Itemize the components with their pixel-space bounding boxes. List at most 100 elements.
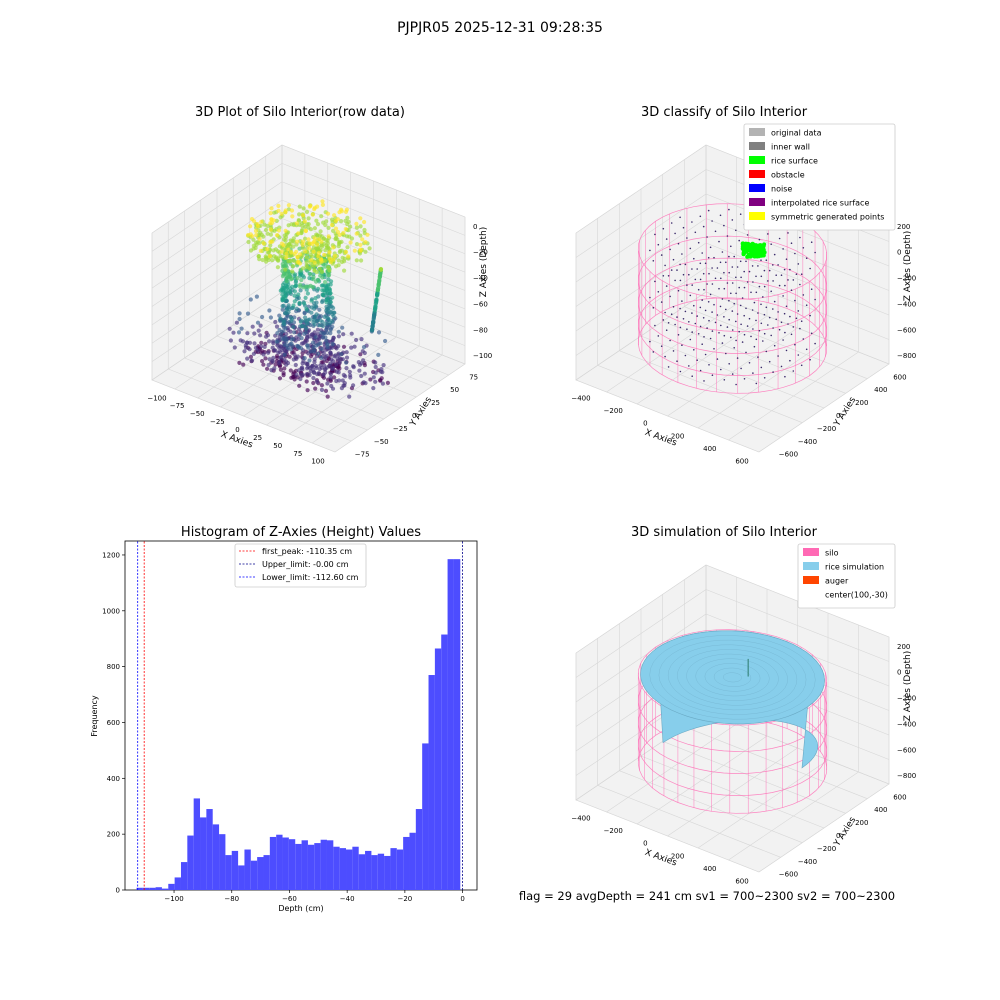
scatter-point bbox=[333, 353, 338, 358]
point-noise bbox=[723, 379, 726, 381]
point-noise bbox=[809, 358, 811, 361]
scatter-point bbox=[336, 258, 341, 263]
panel-histogram: Histogram of Z-Axies (Height) Values −10… bbox=[90, 525, 478, 913]
scatter-point bbox=[288, 368, 293, 373]
scatter-point bbox=[321, 292, 326, 297]
point-noise bbox=[693, 349, 695, 351]
point-noise bbox=[760, 366, 763, 369]
scatter-point bbox=[279, 332, 284, 337]
histogram-bar bbox=[295, 843, 302, 890]
point-noise bbox=[691, 221, 693, 223]
point-noise bbox=[699, 262, 702, 265]
scatter-point bbox=[291, 337, 296, 342]
point-noise bbox=[679, 326, 682, 329]
point-noise bbox=[713, 256, 715, 259]
scatter-point bbox=[263, 356, 268, 361]
point-noise bbox=[758, 285, 761, 288]
point-noise bbox=[790, 289, 793, 292]
point-noise bbox=[718, 332, 720, 334]
x-tick-label: −60 bbox=[282, 895, 297, 903]
scatter-point bbox=[274, 324, 280, 329]
scatter-point bbox=[255, 320, 261, 325]
point-noise bbox=[799, 327, 801, 330]
scatter-point bbox=[305, 291, 310, 296]
scatter-point bbox=[328, 375, 333, 380]
scatter-point bbox=[265, 333, 271, 338]
scatter-point bbox=[271, 218, 276, 223]
scatter-point bbox=[376, 330, 382, 335]
histogram-ylabel: Frequency bbox=[90, 695, 99, 737]
scatter-point bbox=[380, 381, 385, 386]
scatter-point bbox=[307, 358, 312, 363]
y-tick-label: −600 bbox=[779, 871, 798, 879]
point-noise bbox=[735, 339, 737, 342]
scatter-point bbox=[333, 226, 339, 231]
point-noise bbox=[748, 362, 751, 364]
histogram-bar bbox=[149, 887, 156, 890]
scatter-point bbox=[249, 358, 255, 363]
point-noise bbox=[797, 310, 800, 312]
legend-swatch bbox=[803, 576, 819, 584]
scatter-point bbox=[300, 266, 305, 271]
x-tick-label: 100 bbox=[311, 458, 324, 466]
point-noise bbox=[740, 367, 742, 370]
scatter-point bbox=[260, 257, 265, 263]
scatter-point bbox=[260, 314, 265, 320]
point-noise bbox=[800, 273, 803, 276]
x-tick-label: −20 bbox=[397, 895, 412, 903]
point-noise bbox=[706, 327, 708, 329]
scatter-point bbox=[319, 269, 325, 274]
histogram-bar bbox=[161, 888, 169, 890]
point-noise bbox=[745, 260, 747, 263]
point-noise bbox=[681, 300, 683, 302]
scatter-point bbox=[358, 242, 363, 247]
scatter-point bbox=[324, 321, 329, 326]
y-tick-label: 200 bbox=[855, 399, 868, 407]
point-noise bbox=[763, 332, 766, 335]
scatter-point bbox=[312, 226, 317, 231]
point-noise bbox=[743, 314, 745, 317]
point-noise bbox=[711, 374, 714, 377]
point-noise bbox=[669, 248, 671, 251]
scatter-point bbox=[250, 324, 255, 329]
point-noise bbox=[763, 285, 766, 288]
scatter-point bbox=[311, 375, 316, 381]
scatter-point bbox=[316, 277, 321, 283]
point-noise bbox=[720, 277, 722, 280]
scatter-point bbox=[328, 282, 333, 287]
point-noise bbox=[753, 345, 756, 348]
x-tick-label: −100 bbox=[147, 394, 166, 402]
scatter-point bbox=[343, 250, 349, 255]
scatter-point bbox=[381, 363, 386, 368]
scatter-point bbox=[307, 246, 312, 251]
rice-mesh bbox=[677, 649, 788, 706]
scatter-point bbox=[317, 307, 322, 312]
scatter-point bbox=[323, 280, 328, 285]
point-noise bbox=[672, 306, 675, 308]
scatter-point bbox=[291, 264, 296, 269]
scatter-point bbox=[308, 283, 313, 288]
scatter-point bbox=[345, 245, 350, 250]
point-noise bbox=[794, 252, 796, 255]
footer-status: flag = 29 avgDepth = 241 cm sv1 = 700~23… bbox=[519, 889, 895, 903]
legend-frame bbox=[797, 543, 896, 609]
point-noise bbox=[709, 337, 712, 340]
scatter-point bbox=[252, 341, 257, 346]
scatter-point bbox=[284, 255, 289, 260]
point-rice-surface bbox=[761, 253, 766, 258]
scatter-point bbox=[319, 243, 324, 248]
point-noise bbox=[684, 263, 687, 266]
histogram-bar bbox=[244, 849, 251, 890]
histogram-bar bbox=[339, 848, 347, 890]
scatter-point bbox=[280, 304, 285, 309]
x-tick-label: 0 bbox=[643, 420, 647, 428]
point-noise bbox=[691, 284, 693, 286]
scatter-point bbox=[341, 373, 346, 378]
y-tick-label: 800 bbox=[107, 663, 120, 671]
scatter-point bbox=[296, 231, 301, 236]
scatter-point bbox=[265, 223, 270, 228]
point-noise bbox=[810, 332, 813, 335]
scatter-point bbox=[295, 276, 300, 281]
y-tick-label: 600 bbox=[893, 793, 906, 801]
scatter-point bbox=[323, 370, 328, 375]
